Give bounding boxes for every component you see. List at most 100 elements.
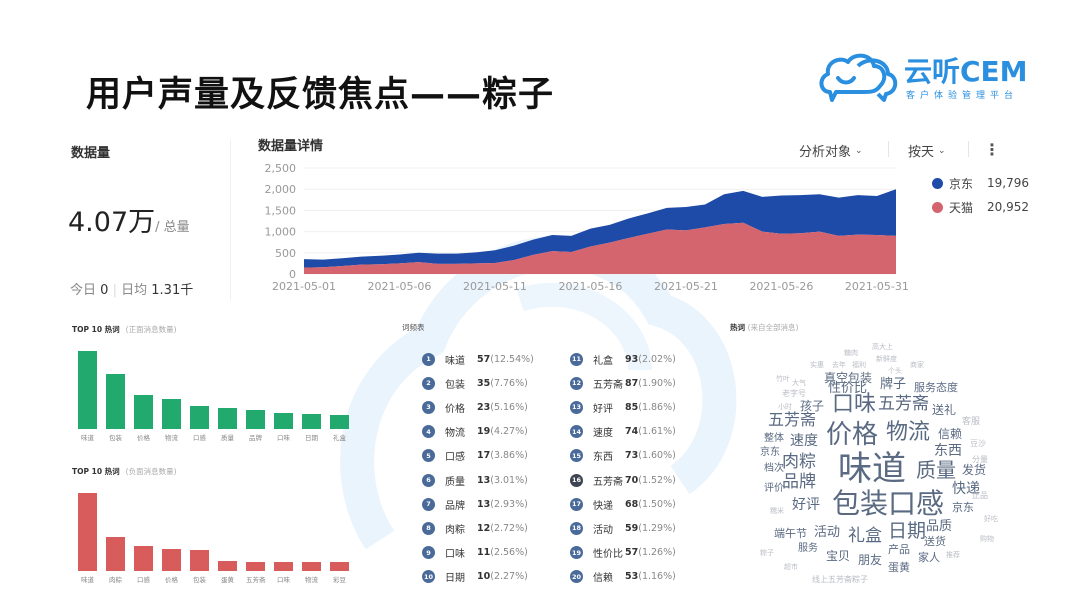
bar[interactable]: [78, 491, 97, 571]
bar[interactable]: [302, 349, 321, 429]
bar-fill: [190, 405, 209, 429]
legend-dot-icon: [932, 201, 943, 213]
freq-row: 17 快递 68 (1.50%): [570, 492, 676, 516]
freq-word: 日期: [445, 573, 465, 585]
legend-value: 20,952: [987, 200, 1030, 214]
cloud-word: 送货: [924, 535, 946, 548]
bar[interactable]: [246, 349, 265, 429]
analysis-target-dropdown[interactable]: 分析对象 ⌄: [799, 141, 863, 160]
cloud-word: 大气: [792, 379, 806, 387]
bar[interactable]: [330, 491, 349, 571]
bar[interactable]: [134, 491, 153, 571]
separator: |: [112, 283, 117, 298]
cloud-word: 端午节: [774, 527, 807, 540]
legend-item-tmall[interactable]: 天猫 20,952: [932, 195, 1029, 219]
svg-text:1,500: 1,500: [265, 204, 297, 217]
rank-badge: 19: [570, 546, 583, 560]
brand-logo: 云听CEM 客户体验管理平台: [816, 48, 1046, 104]
freq-count: 53: [625, 571, 639, 583]
freq-word: 信赖: [593, 573, 613, 585]
freq-word: 价格: [445, 403, 465, 415]
data-volume-card: 数据量 4.07万/ 总量 今日 0 | 日均 1.31千: [68, 138, 238, 298]
freq-word: 口味: [445, 549, 465, 561]
cloud-word: 评价: [764, 483, 784, 494]
freq-word: 五芳斋: [593, 476, 623, 488]
freq-row: 10 日期 10 (2.27%): [422, 565, 534, 589]
freq-word: 性价比: [593, 549, 623, 561]
chart-title: 数据量详情: [258, 139, 324, 154]
freq-row: 20 信赖 53 (1.16%): [570, 565, 676, 589]
freq-row: 14 速度 74 (1.61%): [570, 420, 676, 444]
bar[interactable]: [134, 349, 153, 429]
bar-label: 日期: [305, 434, 318, 442]
cloud-word: 真空包装: [824, 371, 873, 385]
bar-label: 味道: [81, 434, 94, 442]
freq-word: 肉粽: [445, 524, 465, 536]
freq-word: 礼盒: [593, 355, 613, 367]
rank-badge: 20: [570, 570, 583, 584]
cloud-word: 日期: [888, 520, 927, 542]
bar[interactable]: [162, 491, 181, 571]
bar[interactable]: [190, 349, 209, 429]
cloud-word: 实惠: [810, 361, 824, 369]
bar-label: 质量: [221, 434, 234, 442]
logo-name: 云听CEM: [904, 55, 1028, 88]
more-vertical-icon[interactable]: ⋮: [984, 140, 1000, 159]
divider: [230, 140, 231, 300]
svg-text:2021-05-31: 2021-05-31: [845, 280, 909, 293]
freq-percent: (2.93%): [490, 498, 528, 510]
bar[interactable]: [106, 491, 125, 571]
rank-badge: 7: [422, 497, 435, 511]
freq-word: 好评: [593, 403, 613, 415]
freq-word: 东西: [593, 452, 613, 464]
freq-percent: (2.27%): [490, 571, 528, 583]
svg-text:1,000: 1,000: [265, 226, 297, 239]
bar-fill: [162, 549, 181, 571]
bar-fill: [274, 561, 293, 571]
cloud-word: 礼盒: [848, 526, 882, 546]
bar-fill: [106, 536, 125, 571]
chevron-down-icon: ⌄: [938, 145, 946, 156]
freq-table-title: 词频表: [402, 323, 425, 332]
freq-row: 1 味道 57 (12.54%): [422, 347, 534, 371]
freq-count: 35: [477, 377, 491, 389]
legend-item-jd[interactable]: 京东 19,796: [932, 171, 1029, 195]
word-cloud: 味道 包装口感 价格 物流 口味 质量 日期 五芳斋 五芳斋 肉粽 品牌 礼盒 速度 好评 快递 东西 信赖 送礼…: [740, 340, 1040, 600]
bar-label: 口感: [193, 434, 206, 442]
rank-badge: 5: [422, 449, 435, 463]
bar-label: 包装: [193, 576, 206, 584]
freq-row: 11 礼盒 93 (2.02%): [570, 347, 676, 371]
bar[interactable]: [190, 491, 209, 571]
freq-row: 15 东西 73 (1.60%): [570, 444, 676, 468]
granularity-dropdown[interactable]: 按天 ⌄: [908, 141, 946, 160]
cloud-word: 信赖: [938, 427, 963, 441]
rank-badge: 13: [570, 400, 583, 414]
chart-legend: 京东 19,796 天猫 20,952: [932, 171, 1029, 219]
bar[interactable]: [106, 349, 125, 429]
page-title: 用户声量及反馈焦点——粽子: [86, 75, 555, 115]
legend-name: 京东: [949, 176, 974, 191]
bar[interactable]: [246, 491, 265, 571]
bar-label: 肉粽: [109, 576, 122, 584]
bar[interactable]: [218, 349, 237, 429]
cloud-word: 好吃: [984, 515, 998, 523]
bar[interactable]: [78, 349, 97, 429]
freq-table-left: 1 味道 57 (12.54%) 2 包装 35 (7.76%) 3 价格 23 (5.16%) 4 物流…: [422, 347, 534, 589]
bar[interactable]: [302, 491, 321, 571]
positive-bar-labels: 味道 包装 价格 物流 口感 质量 品牌 口味 日期 礼盒: [72, 432, 362, 442]
freq-count: 68: [625, 498, 639, 510]
bar[interactable]: [274, 349, 293, 429]
chevron-down-icon: ⌄: [855, 145, 863, 156]
bar[interactable]: [330, 349, 349, 429]
freq-percent: (12.54%): [490, 353, 534, 365]
cloud-word: 整体: [764, 433, 784, 444]
cloud-word: 分量: [972, 455, 988, 464]
today-label: 今日: [70, 283, 97, 298]
bar[interactable]: [162, 349, 181, 429]
cloud-word: 速度: [790, 433, 818, 449]
bar[interactable]: [274, 491, 293, 571]
cloud-word: 老字号: [782, 389, 806, 398]
bar-fill: [78, 493, 97, 571]
bar[interactable]: [218, 491, 237, 571]
svg-text:500: 500: [275, 247, 296, 260]
